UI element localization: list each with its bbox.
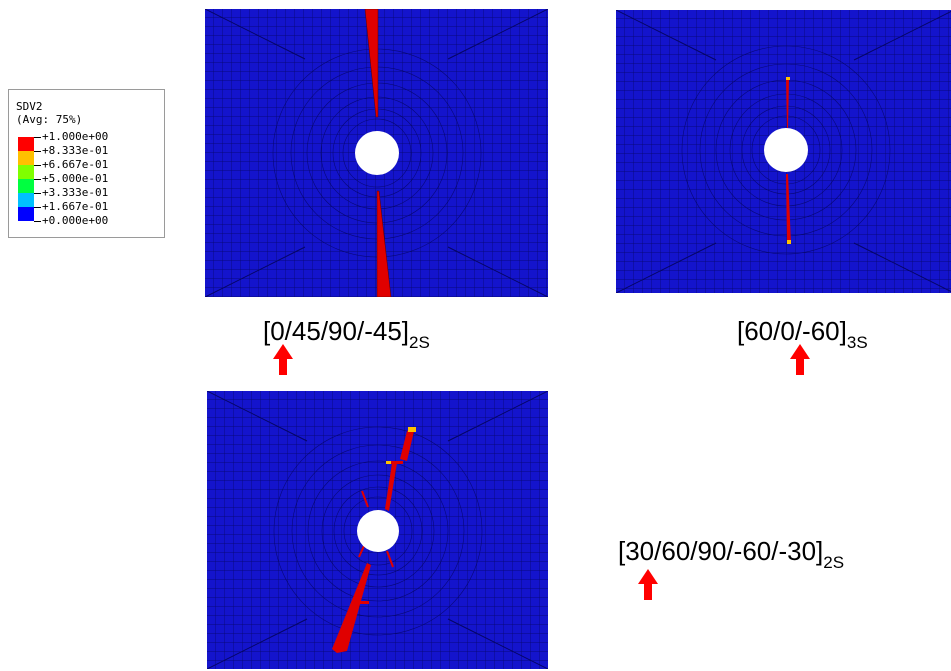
legend-swatch (18, 207, 34, 221)
damage-element (408, 427, 416, 432)
legend-swatch (18, 179, 34, 193)
legend-tick (34, 179, 41, 180)
layup-caption-2: [60/0/-60]3S (737, 316, 868, 352)
legend-color-bar (18, 137, 34, 221)
hole (764, 128, 808, 172)
sdv2-legend: SDV2 (Avg: 75%) +1.000e+00 +8.333e-01 +6… (8, 89, 165, 238)
legend-subtitle: (Avg: 75%) (16, 113, 83, 126)
red-arrow-icon (638, 569, 658, 600)
fe-contour-panel-3 (207, 391, 548, 669)
layup-caption-1: [0/45/90/-45]2S (263, 316, 430, 352)
legend-tick (34, 221, 41, 222)
legend-tick (34, 193, 41, 194)
legend-level-label: +0.000e+00 (42, 214, 109, 227)
red-arrow-icon (273, 344, 293, 375)
legend-tick (34, 151, 41, 152)
fe-contour-panel-1 (205, 9, 548, 297)
legend-title: SDV2 (16, 100, 43, 113)
legend-swatch (18, 165, 34, 179)
hole (357, 510, 399, 552)
legend-swatch (18, 137, 34, 151)
corner-diagonals (207, 391, 548, 669)
legend-level-label: +3.333e-01 (42, 186, 109, 199)
damage-element (386, 461, 391, 464)
mesh-plot (616, 10, 951, 293)
legend-level-label: +8.333e-01 (42, 144, 109, 157)
legend-swatch (18, 151, 34, 165)
hole (355, 131, 399, 175)
damage-band-bottom (376, 190, 392, 297)
refined-mesh-region (273, 426, 483, 636)
legend-swatch (18, 193, 34, 207)
damage-element (786, 77, 790, 80)
legend-tick (34, 207, 41, 208)
damage-paths (332, 427, 415, 653)
corner-diagonals (205, 9, 548, 297)
legend-tick (34, 137, 41, 138)
legend-level-label: +1.000e+00 (42, 130, 109, 143)
red-arrow-icon (790, 344, 810, 375)
layup-caption-3: [30/60/90/-60/-30]2S (618, 536, 845, 572)
legend-level-label: +5.000e-01 (42, 172, 109, 185)
corner-diagonals (616, 10, 951, 293)
mesh-plot (205, 9, 548, 297)
damage-band-top (364, 9, 379, 118)
damage-band-bottom (786, 174, 791, 244)
legend-level-label: +6.667e-01 (42, 158, 109, 171)
damage-element (787, 240, 791, 244)
damage-band-top (786, 78, 789, 128)
legend-level-label: +1.667e-01 (42, 200, 109, 213)
legend-tick (34, 165, 41, 166)
fe-contour-panel-2 (616, 10, 951, 293)
mesh-plot (207, 391, 548, 669)
refined-mesh-region (681, 45, 891, 255)
